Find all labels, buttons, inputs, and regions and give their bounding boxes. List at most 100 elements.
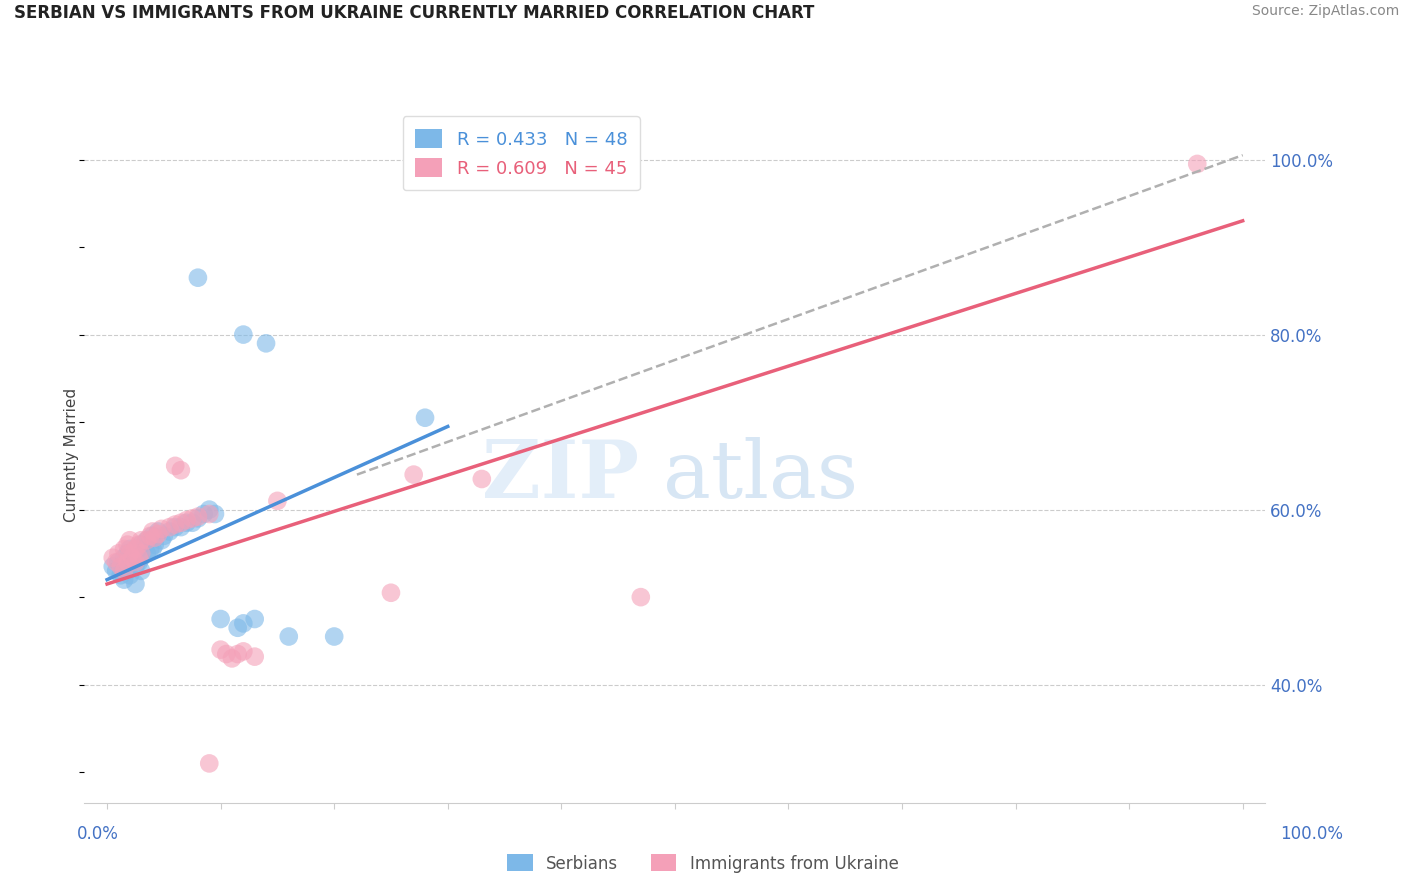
Point — [118, 555, 141, 569]
Point — [1187, 157, 1209, 171]
Point — [413, 410, 436, 425]
Point — [165, 517, 187, 532]
Point — [112, 564, 135, 578]
Point — [150, 522, 173, 536]
Point — [176, 513, 198, 527]
Point — [187, 511, 209, 525]
Point — [198, 502, 221, 516]
Point — [124, 541, 146, 556]
Point — [139, 529, 162, 543]
Point — [215, 647, 238, 661]
Point — [124, 555, 146, 569]
Point — [110, 559, 132, 574]
Point — [101, 559, 124, 574]
Point — [124, 546, 146, 560]
Point — [135, 533, 157, 548]
Point — [193, 507, 215, 521]
Point — [232, 327, 254, 342]
Point — [124, 577, 146, 591]
Point — [150, 533, 173, 548]
Point — [402, 467, 425, 482]
Point — [105, 555, 128, 569]
Point — [198, 756, 221, 771]
Point — [226, 647, 249, 661]
Point — [107, 546, 129, 560]
Point — [209, 642, 232, 657]
Point — [153, 529, 176, 543]
Point — [209, 612, 232, 626]
Point — [117, 564, 139, 578]
Point — [141, 524, 163, 539]
Point — [170, 463, 193, 477]
Point — [121, 550, 143, 565]
Point — [128, 541, 150, 556]
Text: 100.0%: 100.0% — [1279, 825, 1343, 843]
Point — [181, 516, 204, 530]
Point — [187, 509, 209, 524]
Point — [232, 644, 254, 658]
Text: atlas: atlas — [664, 437, 858, 515]
Point — [198, 507, 221, 521]
Point — [117, 546, 139, 560]
Legend: Serbians, Immigrants from Ukraine: Serbians, Immigrants from Ukraine — [501, 847, 905, 880]
Point — [232, 616, 254, 631]
Point — [128, 555, 150, 569]
Text: ZIP: ZIP — [482, 437, 640, 515]
Point — [139, 541, 162, 556]
Point — [254, 336, 277, 351]
Point — [112, 541, 135, 556]
Point — [165, 458, 187, 473]
Point — [148, 527, 170, 541]
Point — [176, 516, 198, 530]
Point — [141, 529, 163, 543]
Point — [118, 541, 141, 556]
Point — [121, 550, 143, 565]
Point — [226, 621, 249, 635]
Point — [129, 538, 152, 552]
Point — [118, 546, 141, 560]
Point — [112, 573, 135, 587]
Point — [105, 564, 128, 578]
Point — [221, 651, 243, 665]
Point — [148, 524, 170, 539]
Point — [170, 516, 193, 530]
Point — [243, 612, 266, 626]
Point — [170, 520, 193, 534]
Point — [128, 538, 150, 552]
Point — [159, 524, 181, 539]
Point — [471, 472, 494, 486]
Point — [266, 494, 288, 508]
Point — [165, 520, 187, 534]
Point — [135, 546, 157, 560]
Point — [143, 538, 166, 552]
Y-axis label: Currently Married: Currently Married — [63, 388, 79, 522]
Point — [118, 568, 141, 582]
Point — [112, 550, 135, 565]
Point — [110, 568, 132, 582]
Point — [630, 590, 652, 604]
Point — [129, 533, 152, 548]
Point — [243, 649, 266, 664]
Text: Source: ZipAtlas.com: Source: ZipAtlas.com — [1251, 4, 1399, 19]
Point — [129, 550, 152, 565]
Point — [129, 546, 152, 560]
Text: 0.0%: 0.0% — [77, 825, 120, 843]
Point — [181, 511, 204, 525]
Point — [124, 559, 146, 574]
Point — [159, 520, 181, 534]
Point — [143, 531, 166, 545]
Point — [129, 564, 152, 578]
Point — [117, 538, 139, 552]
Point — [380, 586, 402, 600]
Point — [118, 533, 141, 548]
Text: SERBIAN VS IMMIGRANTS FROM UKRAINE CURRENTLY MARRIED CORRELATION CHART: SERBIAN VS IMMIGRANTS FROM UKRAINE CURRE… — [14, 4, 814, 22]
Point — [323, 630, 346, 644]
Point — [277, 630, 299, 644]
Point — [204, 507, 226, 521]
Point — [187, 270, 209, 285]
Point — [101, 550, 124, 565]
Point — [141, 541, 163, 556]
Point — [128, 550, 150, 565]
Point — [135, 533, 157, 548]
Point — [107, 555, 129, 569]
